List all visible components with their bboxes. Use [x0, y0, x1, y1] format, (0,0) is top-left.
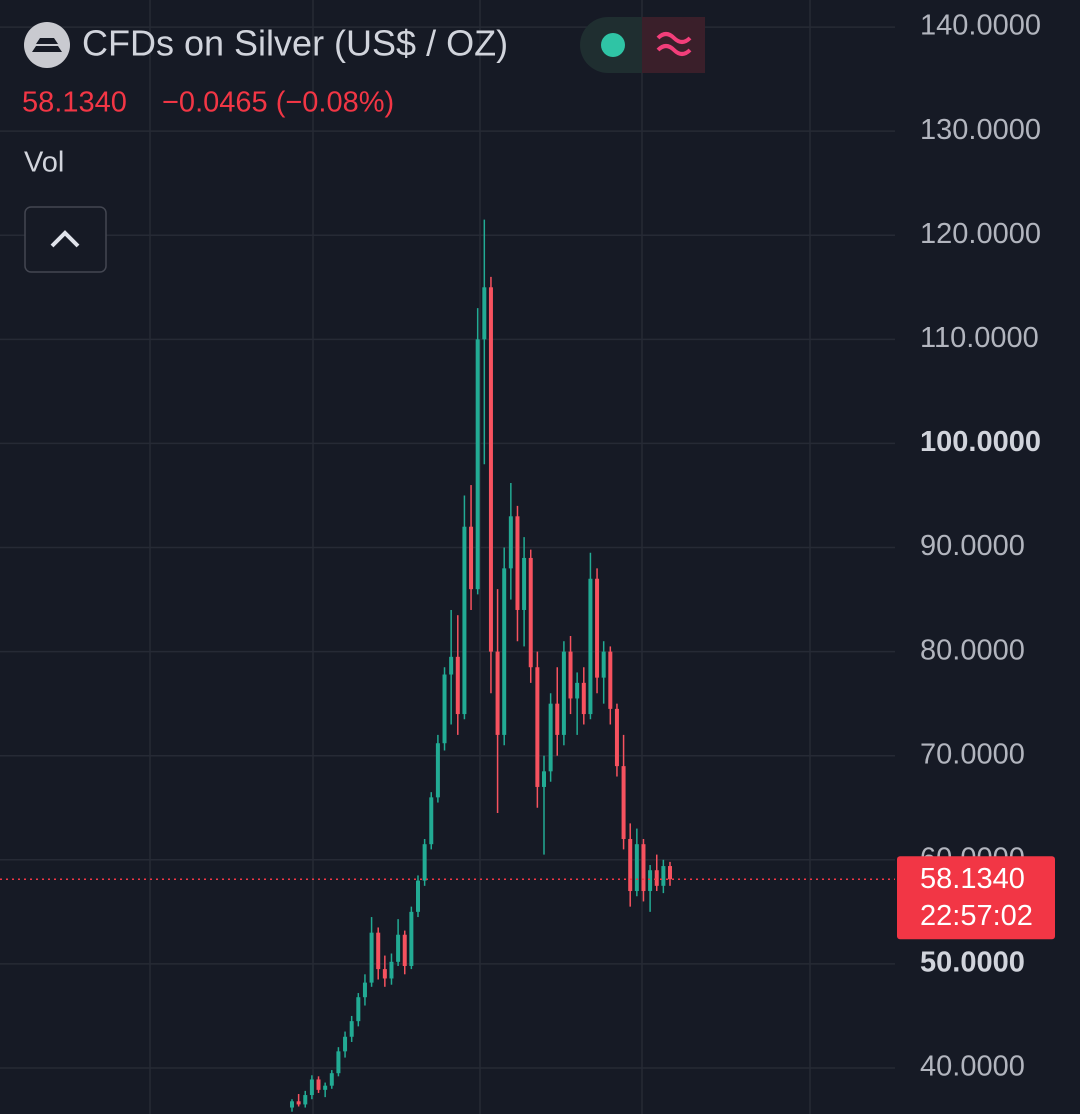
- candle-body: [515, 516, 520, 610]
- price-tag-value: 58.1340: [920, 863, 1025, 895]
- candle-body: [462, 526, 467, 715]
- candle-body: [442, 674, 447, 744]
- candle-body: [469, 526, 474, 590]
- candle-body: [654, 870, 659, 886]
- candle-body: [369, 932, 374, 983]
- y-tick-label: 140.0000: [920, 10, 1041, 42]
- chart-title: CFDs on Silver (US$ / OZ): [82, 23, 508, 64]
- candle-body: [382, 969, 387, 979]
- candle-body: [608, 651, 613, 709]
- symbol-icon: [24, 22, 70, 68]
- candle-body: [648, 870, 653, 892]
- y-tick-label: 80.0000: [920, 634, 1025, 666]
- candle-body: [621, 766, 626, 839]
- candle-body: [668, 866, 672, 880]
- candle-body: [628, 838, 633, 892]
- candle-body: [356, 997, 361, 1022]
- candle-body: [303, 1095, 308, 1105]
- y-tick-label: 40.0000: [920, 1051, 1025, 1083]
- candle-body: [588, 578, 593, 715]
- candle-body: [535, 667, 540, 787]
- y-tick-label: 70.0000: [920, 738, 1025, 770]
- candle-body: [575, 682, 580, 699]
- candle-body: [502, 568, 507, 735]
- candle-body: [542, 771, 546, 787]
- candle-body: [316, 1079, 321, 1090]
- candle-body: [323, 1085, 328, 1090]
- candle-body: [343, 1036, 348, 1052]
- y-tick-label: 50.0000: [920, 947, 1025, 979]
- volume-label: Vol: [24, 147, 64, 179]
- candle-body: [329, 1073, 334, 1086]
- delay-icon: [656, 32, 692, 56]
- candle-body: [475, 339, 480, 590]
- chevron-up: [50, 230, 80, 248]
- candle-body: [555, 703, 560, 735]
- icon-bars: [32, 38, 62, 52]
- last-price: 58.1340: [22, 87, 127, 119]
- candle-body: [402, 934, 407, 966]
- candle-body: [614, 708, 619, 767]
- candle-body: [290, 1101, 294, 1108]
- candle-body: [488, 287, 493, 652]
- time-grid: [149, 0, 811, 1114]
- candle-body: [336, 1051, 341, 1074]
- y-tick-label: 100.0000: [920, 426, 1041, 458]
- candle-body: [435, 743, 440, 798]
- y-tick-label: 130.0000: [920, 114, 1041, 146]
- price-tag-countdown: 22:57:02: [920, 900, 1033, 932]
- candle-body: [641, 844, 646, 892]
- y-tick-label: 90.0000: [920, 530, 1025, 562]
- status-pill-cap: [642, 17, 705, 73]
- candle-body: [661, 866, 666, 886]
- y-tick-label: 110.0000: [920, 322, 1039, 354]
- candle-body: [296, 1101, 301, 1105]
- candle-body: [449, 656, 454, 675]
- candle-body: [581, 682, 586, 715]
- candle-body: [429, 797, 434, 845]
- candle-body: [522, 557, 527, 610]
- candle-body: [455, 656, 460, 715]
- candle-body: [548, 703, 553, 772]
- candle-body: [508, 516, 513, 569]
- candle-body: [396, 934, 401, 962]
- candle-body: [561, 651, 566, 735]
- candle-body: [376, 932, 381, 970]
- market-open-dot: [601, 33, 625, 57]
- candle-body: [389, 961, 394, 979]
- candle-body: [528, 557, 533, 668]
- candle-body: [634, 844, 639, 892]
- collapse-button[interactable]: [24, 206, 107, 273]
- price-tag: [897, 856, 1055, 940]
- candle-body: [422, 844, 427, 881]
- candle-body: [309, 1079, 314, 1096]
- candle-body: [416, 880, 420, 912]
- candle-body: [601, 651, 606, 678]
- candle-body: [362, 982, 367, 998]
- candle-body: [349, 1021, 354, 1037]
- candle-body: [568, 651, 573, 699]
- y-tick-label: 120.0000: [920, 218, 1041, 250]
- candle-body: [595, 578, 600, 678]
- candle-body: [495, 651, 500, 735]
- price-change: −0.0465 (−0.08%): [162, 87, 394, 119]
- candle-body: [409, 911, 414, 966]
- candle-body: [482, 287, 487, 340]
